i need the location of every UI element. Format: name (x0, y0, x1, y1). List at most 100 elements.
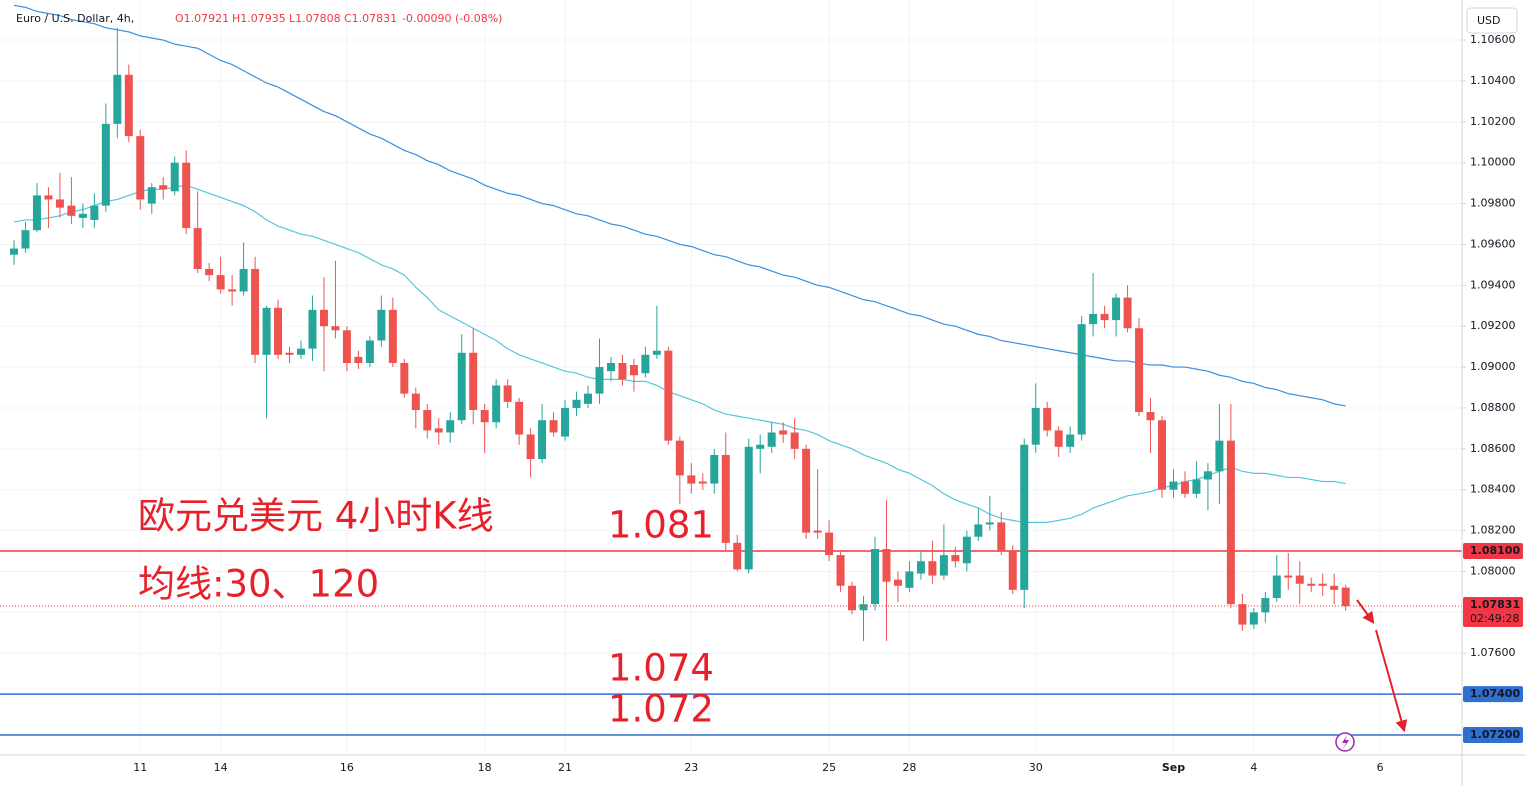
candle-body (388, 309, 397, 363)
candle-body (113, 74, 122, 124)
candle-body (893, 579, 902, 586)
candle-body (503, 385, 512, 402)
x-tick-label: 28 (902, 761, 916, 774)
candle-body (193, 228, 202, 269)
candle-body (515, 401, 524, 435)
candle-body (90, 205, 99, 220)
candle-body (825, 532, 834, 556)
line-annotation: 1.081 (608, 504, 714, 547)
y-tick-label: 1.09400 (1470, 278, 1516, 291)
candle-body (182, 162, 191, 229)
candle-body (813, 530, 822, 533)
y-tick-label: 1.09800 (1470, 197, 1516, 210)
candle-body (319, 309, 328, 327)
last-price-box (1463, 597, 1523, 628)
y-tick-label: 1.08400 (1470, 483, 1516, 496)
y-tick-label: 1.09200 (1470, 319, 1516, 332)
candle-body (400, 362, 409, 394)
axes: 1.10600 1.10400 1.10200 1.10000 1.09800 1.096… (133, 33, 1523, 774)
candle-body (1203, 471, 1212, 480)
candle-body (1192, 479, 1201, 494)
candle-body (1100, 313, 1109, 321)
candle-body (1318, 583, 1327, 586)
candle-body (733, 542, 742, 570)
candle-body (78, 213, 87, 218)
candle-body (331, 326, 340, 331)
candle-body (1112, 297, 1121, 321)
x-tick-label: 6 (1377, 761, 1384, 774)
candle-body (561, 407, 570, 437)
candle-body (939, 555, 948, 576)
candle-body (951, 555, 960, 562)
candle-body (32, 195, 41, 231)
candle-body (377, 309, 386, 341)
price-label: 1.08100 (1470, 544, 1520, 557)
y-tick-label: 1.08600 (1470, 442, 1516, 455)
candle-body (526, 434, 535, 460)
candle-body (1261, 598, 1270, 613)
candle-body (365, 340, 374, 363)
candle-body (779, 430, 788, 435)
candle-body (1020, 444, 1029, 590)
ohlc-close: C1.07831 (344, 12, 397, 25)
candle-body (698, 481, 707, 484)
y-tick-label: 1.08800 (1470, 401, 1516, 414)
candle-body (1307, 583, 1316, 586)
candle-body (1077, 324, 1086, 435)
candle-body (882, 548, 891, 582)
x-tick-label: 25 (822, 761, 836, 774)
candle-body (101, 123, 110, 206)
line-annotation: 1.072 (608, 687, 714, 730)
currency-button[interactable] (1466, 7, 1518, 34)
price-label: 1.07400 (1470, 687, 1520, 700)
candle-body (1226, 440, 1235, 605)
price-label-box (1463, 543, 1523, 560)
candle-body (916, 561, 925, 574)
candle-body (974, 524, 983, 537)
x-tick-label: 21 (558, 761, 572, 774)
candle-body (136, 136, 145, 200)
candle-body (434, 428, 443, 433)
candle-body (159, 185, 168, 190)
candle-body (836, 555, 845, 586)
candle-body (584, 393, 592, 404)
ohlc-change: -0.00090 (-0.08%) (402, 12, 502, 25)
candle-body (457, 352, 466, 421)
candle-body (1238, 604, 1247, 625)
candle-body (228, 289, 237, 292)
annotation-ma: 均线:30、120 (138, 563, 379, 606)
candle-body (262, 307, 271, 355)
y-tick-label: 1.09000 (1470, 360, 1516, 373)
candle-body (1249, 612, 1258, 625)
candle-body (274, 307, 283, 355)
moving-average-line (13, 184, 1346, 524)
candle-body (480, 409, 489, 423)
candle-body (928, 561, 937, 576)
candle-body (239, 268, 248, 292)
candle-body (687, 475, 696, 484)
candle-body (308, 309, 317, 349)
candle-body (606, 362, 615, 372)
candle-body (1031, 407, 1040, 445)
candle-body (342, 330, 351, 363)
x-tick-label: Sep (1162, 761, 1185, 774)
candle-body (251, 268, 260, 355)
plot-area (0, 4, 1462, 736)
candle-body (641, 354, 650, 374)
x-tick-label: 16 (340, 761, 354, 774)
candle-body (1295, 575, 1304, 584)
candle-body (652, 350, 661, 355)
candle-body (10, 248, 18, 255)
price-label-box (1463, 726, 1523, 743)
currency-label[interactable]: USD (1477, 14, 1501, 27)
candle-body (216, 275, 225, 290)
candle-body (538, 420, 547, 460)
y-tick-label: 1.08200 (1470, 524, 1516, 537)
candle-body (1215, 440, 1224, 472)
x-tick-label: 11 (133, 761, 147, 774)
line-annotation: 1.074 (608, 647, 714, 690)
ohlc-high: H1.07935 (232, 12, 286, 25)
candle-body (572, 399, 581, 408)
candle-body (1169, 481, 1178, 490)
